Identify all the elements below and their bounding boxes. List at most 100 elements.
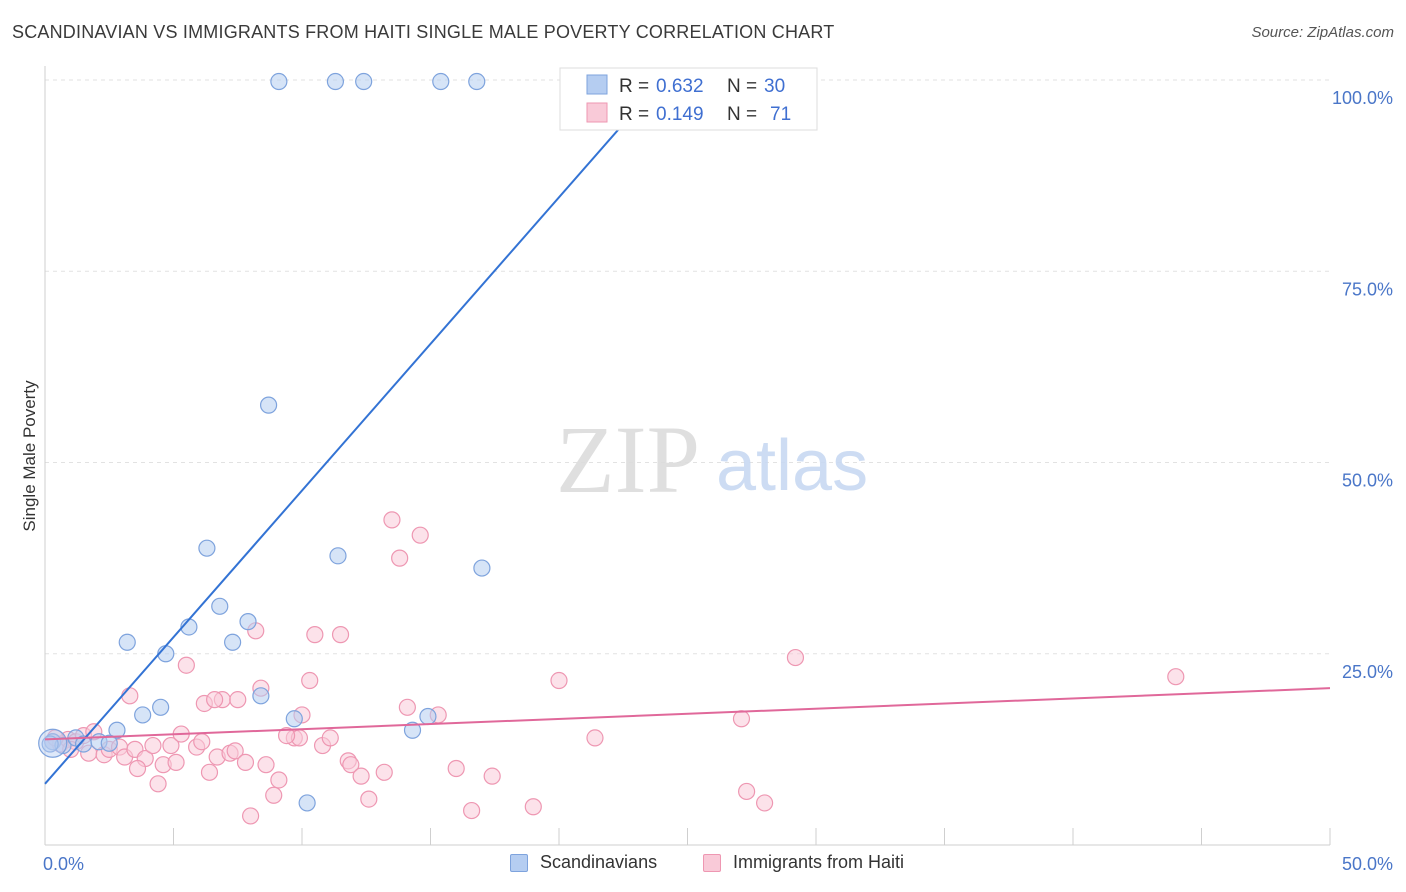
y-tick-label-0: 100.0%	[1332, 88, 1393, 108]
legend-n-label-2: N =	[727, 104, 757, 125]
haiti-point-19	[167, 753, 185, 771]
haiti-point-47	[342, 756, 360, 774]
haiti-point-65	[786, 648, 805, 667]
scandinavian-point-14	[239, 613, 257, 631]
haiti-point-18	[162, 736, 180, 755]
haiti-point-35	[257, 756, 275, 774]
legend-label-haiti: Immigrants from Haiti	[733, 852, 905, 872]
watermark-atlas: atlas	[716, 426, 868, 506]
haiti-point-36	[265, 786, 283, 804]
legend-n-label-1: N =	[727, 76, 757, 97]
haiti-point-51	[383, 511, 401, 529]
scandinavian-point-large	[38, 728, 68, 758]
y-tick-label-3: 25.0%	[1342, 662, 1393, 682]
scandinavian-point-24	[326, 72, 345, 91]
legend-item-haiti: Immigrants from Haiti	[703, 852, 904, 873]
x-tick-label-0: 0.0%	[43, 854, 84, 874]
haiti-point-52	[391, 549, 409, 567]
haiti-point-50	[375, 763, 393, 781]
scandinavian-point-9	[152, 698, 170, 716]
legend-swatch-scandinavians-bottom	[510, 853, 528, 872]
haiti-point-57	[463, 801, 481, 820]
haiti-point-25	[193, 733, 211, 751]
haiti-points	[44, 511, 1185, 825]
haiti-point-59	[524, 798, 542, 816]
scandinavian-point-16	[259, 396, 278, 414]
scandinavian-point-23	[270, 72, 288, 91]
y-axis-title: Single Male Poverty	[20, 380, 39, 532]
scandinavian-point-25	[355, 72, 373, 91]
legend-r-value-1: 0.632	[656, 76, 704, 97]
haiti-point-69	[206, 691, 224, 709]
haiti-point-30	[229, 691, 247, 709]
stats-legend: R = 0.632 N = 30 R = 0.149 N = 71	[559, 67, 818, 131]
haiti-point-32	[242, 807, 260, 825]
scandinavian-point-19	[329, 547, 347, 565]
haiti-point-45	[331, 626, 350, 644]
scandinavian-point-26	[432, 72, 450, 91]
scandinavian-point-7	[118, 633, 136, 651]
axes	[44, 66, 1331, 846]
gridlines	[45, 79, 1330, 655]
y-tick-label-1: 75.0%	[1342, 279, 1393, 299]
haiti-point-21	[177, 656, 195, 674]
haiti-point-60	[550, 671, 568, 690]
haiti-point-63	[738, 782, 756, 801]
haiti-point-29	[226, 742, 244, 760]
haiti-point-15	[144, 736, 162, 755]
haiti-point-37	[270, 771, 288, 789]
scandinavian-point-5	[108, 721, 126, 739]
haiti-point-16	[149, 775, 167, 793]
haiti-trend-line	[44, 687, 1331, 741]
legend-swatch-haiti	[586, 102, 608, 123]
chart-title: SCANDINAVIAN VS IMMIGRANTS FROM HAITI SI…	[12, 22, 835, 42]
legend-r-label-1: R =	[619, 76, 649, 97]
legend-item-scandinavians: Scandinavians	[510, 852, 657, 873]
haiti-point-61	[586, 729, 604, 747]
haiti-point-14	[128, 759, 147, 778]
haiti-point-42	[306, 626, 324, 644]
haiti-point-31	[236, 753, 255, 771]
bottom-legend: Scandinavians Immigrants from Haiti	[0, 852, 1406, 878]
scandinavian-points	[38, 72, 491, 812]
scandinavian-point-17	[285, 710, 303, 728]
scandinavian-point-27	[468, 72, 486, 91]
haiti-point-54	[411, 526, 429, 544]
haiti-point-44	[321, 729, 339, 747]
tick-labels: 100.0% 75.0% 50.0% 25.0% 0.0% 50.0%	[43, 88, 1393, 874]
source-label: Source: ZipAtlas.com	[1251, 24, 1394, 41]
haiti-point-64	[755, 794, 774, 812]
haiti-point-48	[352, 767, 370, 785]
haiti-point-56	[447, 759, 465, 778]
scandinavian-point-20	[403, 721, 422, 739]
haiti-point-70	[277, 727, 296, 745]
scandinavian-point-29	[100, 734, 118, 752]
legend-r-label-2: R =	[619, 104, 649, 125]
legend-n-value-2: 71	[770, 104, 791, 125]
haiti-point-58	[483, 767, 501, 785]
haiti-point-66	[1167, 668, 1185, 686]
scandinavian-point-6	[134, 706, 152, 724]
scandinavian-point-18	[298, 794, 316, 812]
scandinavian-point-22	[473, 559, 491, 577]
legend-r-value-2: 0.149	[656, 104, 704, 125]
y-tick-label-2: 50.0%	[1342, 471, 1393, 491]
legend-label-scandinavians: Scandinavians	[540, 852, 658, 872]
scandinavian-point-15	[252, 687, 270, 705]
haiti-point-62	[732, 710, 751, 728]
haiti-point-24	[200, 763, 219, 781]
haiti-point-53	[398, 698, 416, 716]
watermark-zip: ZIP	[556, 406, 700, 513]
scandinavian-point-13	[224, 633, 242, 651]
legend-n-value-1: 30	[764, 76, 785, 97]
haiti-point-41	[301, 671, 319, 690]
x-tick-label-1: 50.0%	[1342, 854, 1393, 874]
legend-swatch-scandinavians	[586, 74, 608, 95]
haiti-point-11	[121, 687, 139, 705]
scandinavian-trend-line	[44, 79, 663, 785]
legend-swatch-haiti-bottom	[703, 853, 721, 872]
watermark: ZIP atlas	[556, 406, 868, 513]
scandinavian-point-11	[198, 539, 216, 557]
trend-lines	[44, 79, 1331, 785]
